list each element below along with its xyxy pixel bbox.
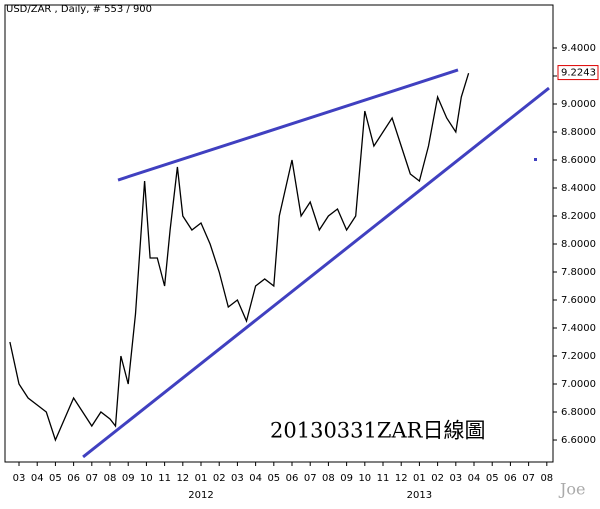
y-tick-label: 8.2000 [561,211,596,222]
y-tick-label: 8.6000 [561,155,596,166]
x-tick-label: 12 [176,473,189,484]
y-tick-label: 8.0000 [561,239,596,250]
x-tick-label: 06 [504,473,517,484]
x-tick-label: 11 [377,473,390,484]
x-tick-label: 05 [486,473,499,484]
x-tick-label: 03 [231,473,244,484]
y-tick-label: 6.8000 [561,407,596,418]
y-tick-label: 9.4000 [561,43,596,54]
x-tick-label: 10 [140,473,153,484]
x-tick-label: 07 [304,473,317,484]
y-tick-label: 8.4000 [561,183,596,194]
x-tick-label: 04 [468,473,481,484]
x-tick-label: 03 [449,473,462,484]
y-tick-label: 8.8000 [561,127,596,138]
y-tick-label: 7.0000 [561,379,596,390]
y-tick-label: 7.2000 [561,351,596,362]
trendline [117,68,459,182]
y-tick-label: 7.8000 [561,267,596,278]
last-value-box [557,65,599,81]
x-tick-label: 04 [249,473,262,484]
y-tick-label: 7.4000 [561,323,596,334]
year-label: 2012 [188,490,213,501]
x-tick-label: 03 [13,473,26,484]
last-value-label: 9.2243 [561,68,596,79]
annotation: 20130331ZAR日線圖 [270,419,485,443]
x-tick-label: 11 [158,473,171,484]
x-tick-label: 06 [67,473,80,484]
x-tick-label: 12 [395,473,408,484]
x-tick-label: 07 [522,473,535,484]
x-tick-label: 02 [431,473,444,484]
price-line [9,73,470,442]
chart-title: USD/ZAR , Daily, # 553 / 900 [6,4,152,15]
y-tick-label: 9.0000 [561,99,596,110]
x-tick-label: 08 [540,473,553,484]
x-tick-label: 08 [104,473,117,484]
x-tick-label: 07 [85,473,98,484]
x-tick-label: 01 [195,473,208,484]
x-tick-label: 09 [340,473,353,484]
year-label: 2013 [407,490,432,501]
trendline [82,86,550,459]
y-tick-label: 7.6000 [561,295,596,306]
x-tick-label: 01 [413,473,426,484]
x-tick-label: 10 [358,473,371,484]
x-tick-label: 05 [267,473,280,484]
x-tick-label: 05 [49,473,62,484]
marker-dot [534,158,537,161]
y-tick-label: 6.6000 [561,435,596,446]
plot-frame [4,4,554,463]
x-tick-label: 04 [31,473,44,484]
x-tick-label: 02 [213,473,226,484]
x-tick-label: 06 [286,473,299,484]
watermark: Joe [558,480,586,499]
x-tick-label: 08 [322,473,335,484]
x-tick-label: 09 [122,473,135,484]
